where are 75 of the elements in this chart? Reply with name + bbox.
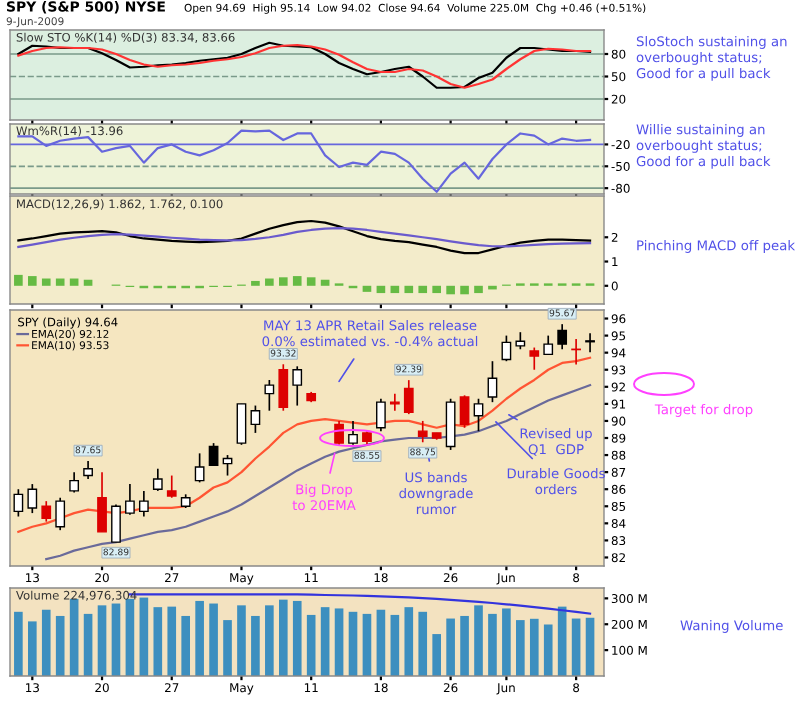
candlestick: [125, 483, 135, 516]
candlestick: [264, 379, 275, 412]
bar: [306, 614, 316, 676]
bar: [390, 614, 400, 676]
bar: [97, 605, 107, 676]
bar: [348, 611, 358, 676]
candlestick: [348, 420, 358, 446]
bar: [543, 624, 553, 676]
candlestick: [557, 323, 568, 351]
line-series: [17, 219, 592, 255]
bar: [474, 605, 483, 676]
candlestick: [389, 392, 400, 412]
candlestick: [543, 334, 554, 356]
candlestick: [69, 471, 80, 494]
candlestick: [529, 346, 540, 371]
bar: [334, 608, 344, 676]
bar: [432, 634, 441, 676]
bar: [265, 605, 274, 676]
bar: [292, 600, 302, 676]
candlestick: [55, 496, 66, 531]
candlestick: [473, 397, 484, 433]
candlestick: [111, 503, 121, 544]
candlestick: [501, 334, 512, 363]
bar: [237, 605, 246, 676]
bar: [83, 613, 93, 676]
candlestick: [445, 397, 456, 451]
bar: [278, 599, 288, 676]
line-series: [17, 226, 592, 249]
candlestick: [585, 332, 595, 354]
bar: [585, 617, 595, 676]
bar: [125, 598, 135, 676]
candlestick: [208, 442, 219, 467]
bar: [223, 620, 232, 676]
bar: [153, 607, 163, 676]
candlestick: [417, 420, 428, 444]
bar: [195, 600, 204, 676]
bar: [571, 618, 581, 676]
bar: [502, 608, 511, 676]
bar: [27, 621, 37, 676]
bar: [167, 606, 177, 676]
candlestick: [459, 394, 470, 429]
candlestick: [166, 474, 177, 499]
candlestick: [41, 500, 52, 523]
candlestick: [487, 360, 498, 403]
bar: [41, 609, 51, 676]
bar: [376, 609, 386, 676]
bar: [320, 607, 330, 676]
bar: [209, 603, 218, 676]
bar: [111, 603, 121, 676]
bar: [418, 611, 428, 676]
candlestick: [13, 488, 24, 518]
candlestick: [194, 452, 205, 484]
bar: [139, 597, 149, 676]
candlestick: [138, 490, 149, 518]
candlestick: [27, 483, 38, 514]
candlestick: [250, 404, 261, 434]
bar: [404, 607, 414, 676]
bar: [446, 618, 455, 676]
bar: [251, 615, 260, 676]
bar: [362, 613, 372, 676]
candlestick: [376, 397, 386, 433]
bar: [488, 613, 497, 676]
candlestick: [152, 467, 163, 492]
bar: [181, 615, 191, 676]
bar: [14, 611, 23, 676]
candlestick: [278, 363, 289, 412]
candlestick: [97, 471, 107, 533]
bar: [55, 615, 65, 676]
candlestick: [403, 379, 414, 415]
candlestick: [292, 365, 303, 407]
bar: [529, 618, 539, 676]
bar: [516, 620, 525, 676]
candlestick: [236, 403, 247, 446]
bar: [69, 598, 79, 676]
bar: [460, 615, 469, 676]
